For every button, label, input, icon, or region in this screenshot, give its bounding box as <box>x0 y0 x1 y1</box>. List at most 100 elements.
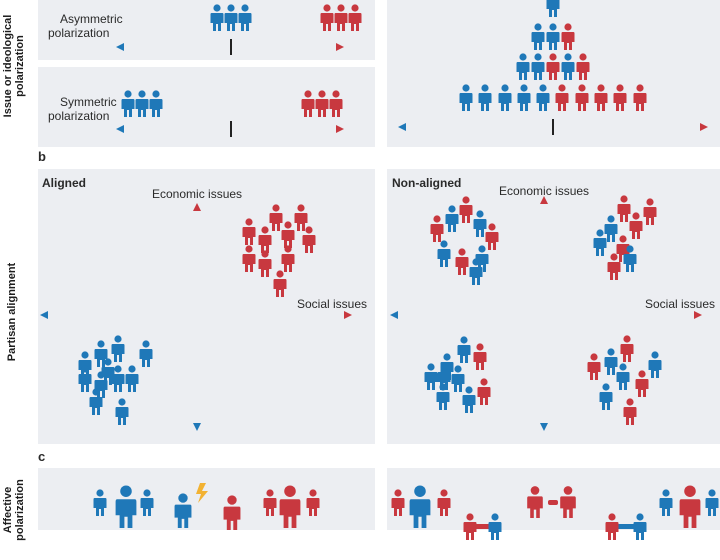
person-icon <box>469 258 483 285</box>
person-icon <box>613 84 627 111</box>
person-icon <box>101 358 115 385</box>
person-icon <box>320 4 334 31</box>
person-icon <box>536 84 550 111</box>
distribution-axis-left-arrow <box>398 123 406 131</box>
person-icon <box>263 489 277 516</box>
person-icon <box>531 23 545 50</box>
person-icon <box>89 388 103 415</box>
people-layer <box>78 0 719 540</box>
aligned-x-arrow-left <box>40 311 48 319</box>
person-icon <box>648 351 662 378</box>
person-icon <box>575 84 589 111</box>
person-icon <box>593 229 607 256</box>
person-icon <box>587 353 601 380</box>
person-icon <box>498 84 512 111</box>
person-icon <box>391 489 405 516</box>
person-icon <box>604 215 618 242</box>
person-icon <box>527 486 543 518</box>
person-icon <box>546 23 560 50</box>
person-icon <box>473 343 487 370</box>
person-icon <box>620 335 634 362</box>
aligned-x-arrow-right <box>344 311 352 319</box>
person-icon <box>485 223 499 250</box>
person-icon <box>451 365 465 392</box>
asymmetric-label-2: polarization <box>48 26 110 40</box>
person-icon <box>135 90 149 117</box>
conflict-spark-icon <box>196 483 208 503</box>
nonaligned-x-arrow-right <box>694 311 702 319</box>
section-c-label: c <box>38 449 46 464</box>
person-icon <box>334 4 348 31</box>
person-icon <box>78 365 92 392</box>
person-icon <box>546 0 560 17</box>
nonaligned-title: Non-aligned <box>392 176 462 190</box>
symmetric-axis-left-arrow <box>116 125 124 133</box>
person-icon <box>546 53 560 80</box>
person-icon <box>315 90 329 117</box>
person-icon <box>273 270 287 297</box>
person-icon <box>599 383 613 410</box>
person-icon <box>623 245 637 272</box>
aligned-y-axis-label: Economic issues <box>152 187 243 201</box>
quadrant-axes <box>40 196 702 431</box>
person-icon <box>607 253 621 280</box>
person-icon <box>302 226 316 253</box>
handshake-icon <box>548 500 558 505</box>
person-icon <box>348 4 362 31</box>
person-icon <box>488 513 502 540</box>
person-icon <box>258 226 272 253</box>
section-b-label: b <box>38 149 46 164</box>
person-icon <box>139 340 153 367</box>
person-icon <box>111 365 125 392</box>
aligned-y-arrow-top <box>193 203 201 211</box>
person-icon <box>459 196 473 223</box>
person-icon <box>445 205 459 232</box>
nonaligned-x-axis-label: Social issues <box>645 297 716 311</box>
symmetric-label-2: polarization <box>48 109 110 123</box>
person-icon <box>594 84 608 111</box>
person-icon <box>635 370 649 397</box>
nonaligned-x-arrow-left <box>390 311 398 319</box>
person-icon <box>301 90 315 117</box>
person-icon <box>437 240 451 267</box>
person-icon <box>478 84 492 111</box>
person-icon <box>329 90 343 117</box>
nonaligned-y-axis-label: Economic issues <box>499 184 590 198</box>
person-icon <box>629 212 643 239</box>
nonaligned-y-arrow-bottom <box>540 423 548 431</box>
person-icon <box>555 84 569 111</box>
person-icon <box>561 23 575 50</box>
person-icon <box>94 340 108 367</box>
person-icon <box>281 221 295 248</box>
asymmetric-axis-left-arrow <box>116 43 124 51</box>
person-icon <box>516 53 530 80</box>
person-icon <box>459 84 473 111</box>
person-icon <box>223 495 241 530</box>
person-icon <box>115 485 137 528</box>
person-icon <box>561 53 575 80</box>
distribution-axis-right-arrow <box>700 123 708 131</box>
person-icon <box>279 485 301 528</box>
person-icon <box>617 195 631 222</box>
asymmetric-label-1: Asymmetric <box>60 12 123 26</box>
person-icon <box>705 489 719 516</box>
person-icon <box>457 336 471 363</box>
person-icon <box>210 4 224 31</box>
person-icon <box>125 365 139 392</box>
person-icon <box>560 486 576 518</box>
person-icon <box>242 218 256 245</box>
person-icon <box>306 489 320 516</box>
asymmetric-axis-right-arrow <box>336 43 344 51</box>
asymmetric-figure <box>116 39 708 137</box>
person-icon <box>643 198 657 225</box>
person-icon <box>149 90 163 117</box>
aligned-x-axis-label: Social issues <box>297 297 368 311</box>
asymmetric-panel <box>38 0 375 60</box>
person-icon <box>604 348 618 375</box>
person-icon <box>576 53 590 80</box>
person-icon <box>111 335 125 362</box>
aligned-title: Aligned <box>42 176 86 190</box>
person-icon <box>437 363 451 390</box>
person-icon <box>623 398 637 425</box>
person-icon <box>517 84 531 111</box>
